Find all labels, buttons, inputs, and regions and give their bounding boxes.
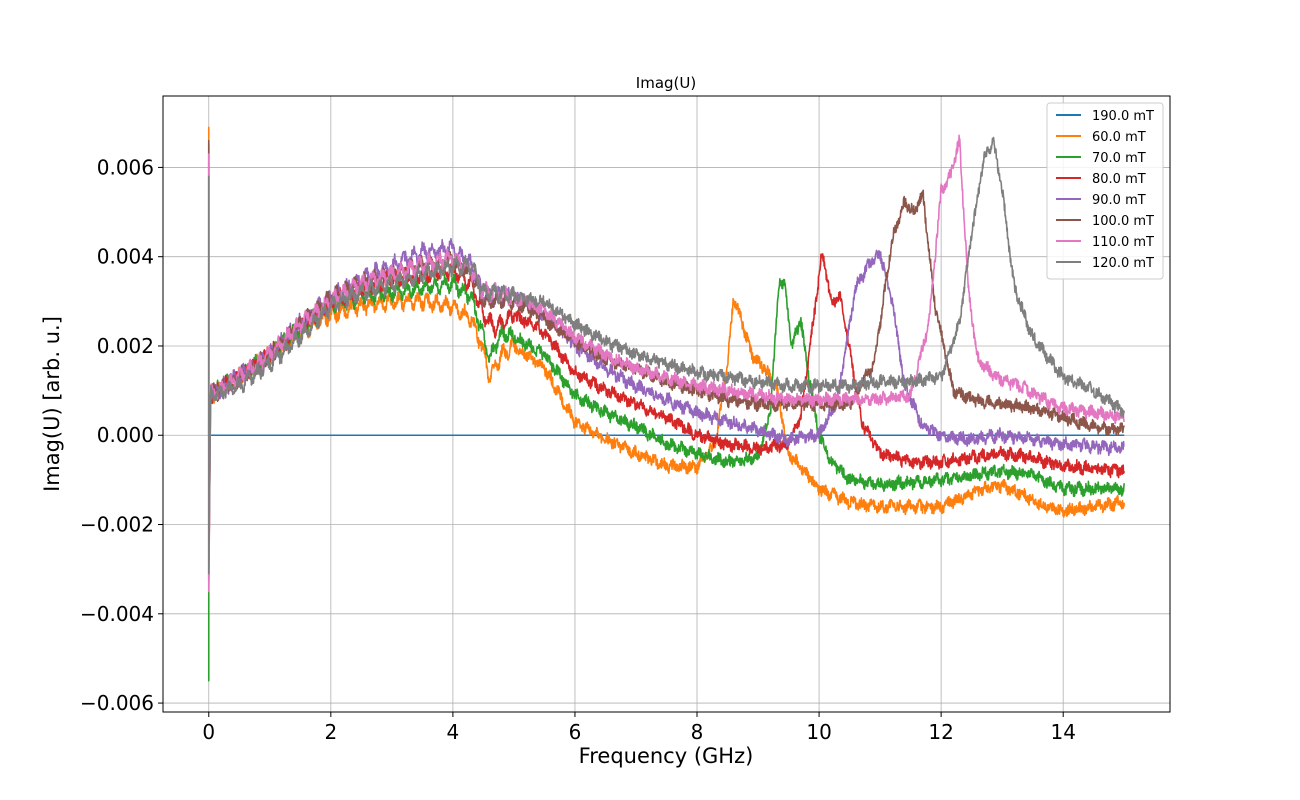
x-tick-label: 8 — [691, 720, 704, 744]
series-line — [207, 134, 1126, 593]
legend-label: 110.0 mT — [1092, 235, 1154, 250]
legend-box — [1046, 102, 1164, 280]
y-axis-label: Imag(U) [arb. u.] — [40, 316, 64, 492]
x-tick-label: 0 — [202, 720, 215, 744]
legend: 190.0 mT 60.0 mT 70.0 mT 80.0 mT 90.0 mT 100.… — [1046, 102, 1164, 280]
x-tick-label: 12 — [928, 720, 953, 744]
x-tick-label: 2 — [324, 720, 337, 744]
legend-label: 70.0 mT — [1092, 151, 1146, 166]
x-tick-label: 6 — [569, 720, 582, 744]
legend-label: 90.0 mT — [1092, 193, 1146, 208]
y-tick-label: −0.006 — [80, 691, 154, 715]
legend-label: 60.0 mT — [1092, 130, 1146, 145]
series-line — [207, 126, 1126, 584]
x-axis: 0 2 4 6 8 10 12 14 — [202, 712, 1076, 744]
y-tick-label: 0.002 — [97, 334, 154, 358]
plot-frame — [162, 95, 1171, 713]
y-tick-label: −0.004 — [80, 602, 154, 626]
plot-lines — [207, 126, 1126, 682]
legend-label: 120.0 mT — [1092, 256, 1154, 271]
y-axis: −0.006 −0.004 −0.002 0.000 0.002 0.004 0.006 — [80, 155, 163, 715]
chart-title: Imag(U) — [636, 74, 696, 92]
x-tick-label: 4 — [447, 720, 460, 744]
y-tick-label: −0.002 — [80, 513, 154, 537]
series-line — [207, 136, 1126, 575]
y-tick-label: 0.004 — [97, 245, 154, 269]
series-line — [207, 144, 1126, 479]
x-tick-label: 10 — [806, 720, 831, 744]
y-tick-label: 0.006 — [97, 155, 154, 179]
x-axis-label: Frequency (GHz) — [579, 744, 754, 768]
legend-label: 190.0 mT — [1092, 109, 1154, 124]
legend-label: 100.0 mT — [1092, 214, 1154, 229]
y-tick-label: 0.000 — [97, 423, 154, 447]
series-line — [207, 273, 1126, 682]
x-tick-label: 14 — [1050, 720, 1075, 744]
legend-label: 80.0 mT — [1092, 172, 1146, 187]
